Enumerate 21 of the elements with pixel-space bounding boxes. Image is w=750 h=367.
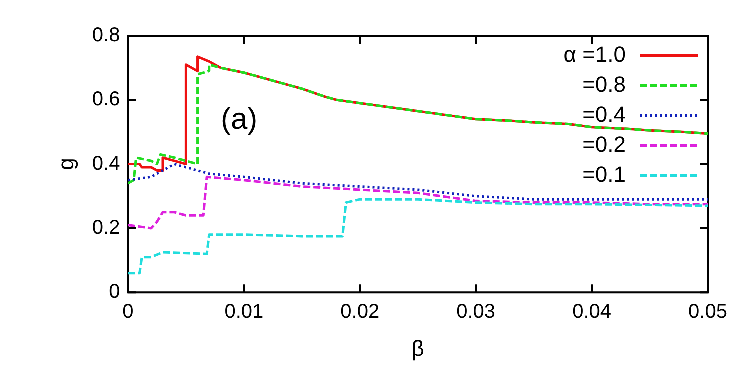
- x-axis-title: β: [412, 336, 424, 361]
- annotation: (a): [220, 102, 258, 136]
- line-series: [128, 198, 708, 275]
- legend-label: =0.4: [582, 102, 626, 128]
- y-tick-label: 0.8: [92, 24, 120, 47]
- y-tick-label: 0.2: [92, 216, 120, 239]
- line-series: [128, 163, 708, 201]
- y-tick-label: 0.6: [92, 88, 120, 111]
- legend-label: =0.2: [582, 132, 626, 158]
- x-tick-label: 0.03: [456, 301, 496, 324]
- y-tick-label: 0: [109, 281, 120, 304]
- line-series: [128, 64, 708, 185]
- legend-label: =0.8: [582, 72, 626, 98]
- y-axis-title: g: [53, 158, 78, 170]
- x-tick-label: 0.05: [688, 301, 728, 324]
- x-tick-label: 0.04: [572, 301, 612, 324]
- legend-label: =0.1: [582, 162, 626, 188]
- legend-label: α =1.0: [564, 42, 626, 68]
- x-tick-label: 0.01: [224, 301, 264, 324]
- y-tick-label: 0.4: [92, 152, 120, 175]
- x-tick-label: 0.02: [340, 301, 380, 324]
